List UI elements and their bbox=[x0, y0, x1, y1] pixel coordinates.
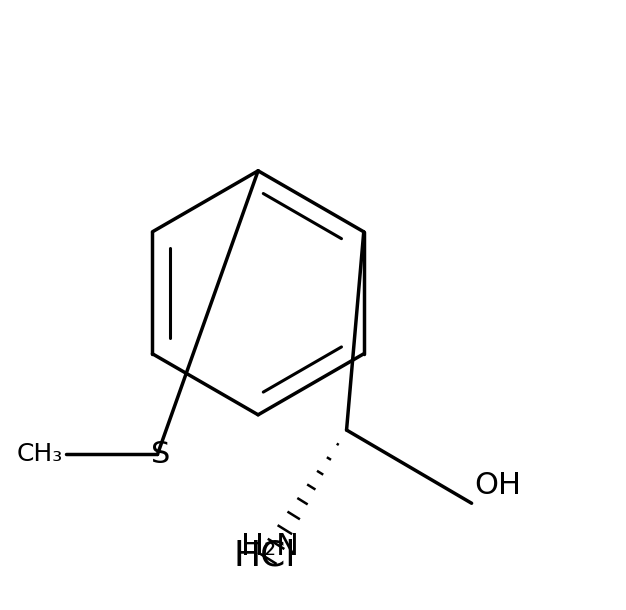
Text: H₂N: H₂N bbox=[242, 532, 299, 561]
Text: HCl: HCl bbox=[233, 538, 295, 572]
Text: S: S bbox=[151, 440, 170, 469]
Text: OH: OH bbox=[475, 471, 521, 500]
Text: CH₃: CH₃ bbox=[17, 442, 63, 467]
